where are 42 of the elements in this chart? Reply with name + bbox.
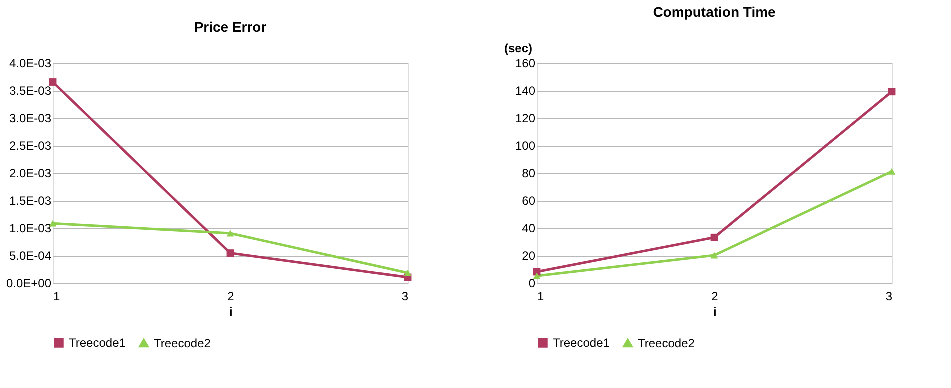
point <box>888 88 896 96</box>
y-axis-title: (sec) <box>504 42 532 56</box>
legend-label: Treecode2 <box>154 336 212 350</box>
y-tick-label: 3.5E-03 <box>9 84 52 98</box>
y-tick-label: 3.0E-03 <box>9 112 52 126</box>
x-tick-label: 2 <box>712 290 719 304</box>
legend-label: Treecode1 <box>69 336 126 350</box>
point <box>49 78 57 86</box>
point <box>226 230 234 237</box>
x-tick-label: 3 <box>886 290 893 304</box>
y-tick-label: 0.0E+00 <box>6 276 52 290</box>
y-tick-label: 20 <box>522 249 536 263</box>
y-tick-label: 4.0E-03 <box>9 56 52 70</box>
point <box>533 272 541 280</box>
y-tick-label: 80 <box>522 166 536 180</box>
y-tick-label: 100 <box>515 139 536 153</box>
y-tick-label: 5.0E-04 <box>9 249 52 263</box>
y-tick-label: 120 <box>515 112 536 126</box>
x-tick-label: 2 <box>228 290 235 304</box>
y-tick-label: 2.0E-03 <box>9 166 52 180</box>
x-tick-label: 1 <box>538 290 544 304</box>
x-axis-title: i <box>229 304 233 320</box>
y-tick-label: 60 <box>522 194 536 208</box>
y-tick-label: 1.5E-03 <box>9 194 52 208</box>
point <box>404 270 412 276</box>
y-tick-label: 2.5E-03 <box>9 139 52 153</box>
point <box>710 252 718 259</box>
x-axis-title: i <box>713 304 717 320</box>
y-tick-label: 160 <box>515 56 536 70</box>
x-tick-label: 1 <box>54 290 60 304</box>
point <box>888 168 896 175</box>
y-tick-label: 0 <box>528 276 536 290</box>
y-tick-label: 1.0E-03 <box>9 222 52 236</box>
chart-title: Price Error <box>194 19 268 35</box>
chart-title: Computation Time <box>653 4 776 20</box>
legend-label: Treecode1 <box>553 336 610 350</box>
point <box>226 250 234 258</box>
x-tick-label: 3 <box>402 290 409 304</box>
point <box>710 234 718 242</box>
y-tick-label: 140 <box>515 84 536 98</box>
legend-label: Treecode2 <box>638 336 696 350</box>
y-tick-label: 40 <box>522 222 536 236</box>
